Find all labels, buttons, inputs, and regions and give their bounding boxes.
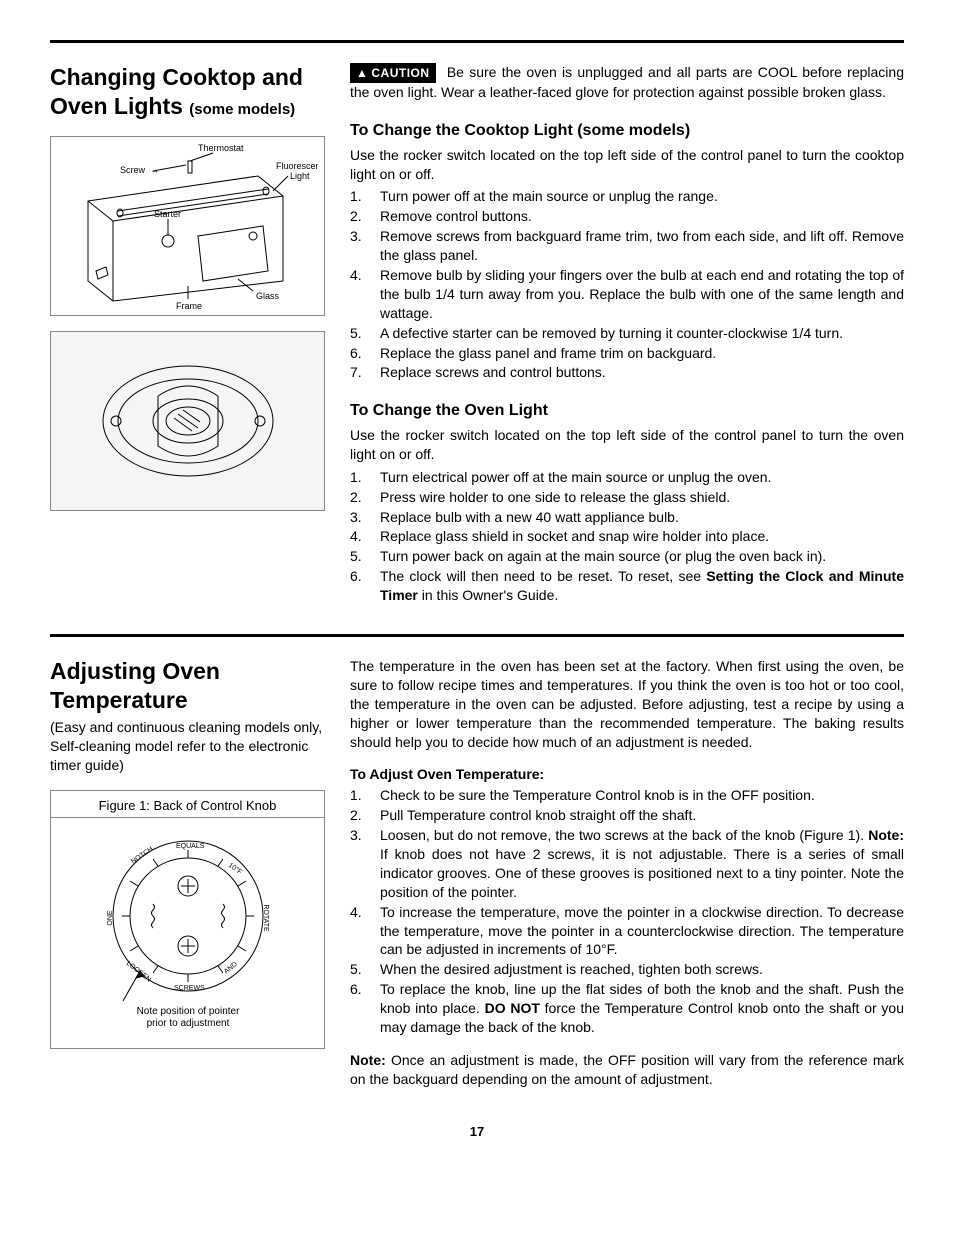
diagram-knob: EQUALS NOTCH 10°F ONE ROTATE LOOSEN AND … (50, 817, 325, 1050)
s3-prefix: Loosen, but do not remove, the two screw… (380, 827, 868, 843)
step: Replace glass shield in socket and snap … (350, 527, 904, 546)
step6-prefix: The clock will then need to be reset. To… (380, 568, 706, 584)
final-note: Note: Once an adjustment is made, the OF… (350, 1051, 904, 1089)
step: Loosen, but do not remove, the two screw… (350, 826, 904, 902)
section-temp: Adjusting Oven Temperature (Easy and con… (50, 634, 904, 1093)
intro-temp: The temperature in the oven has been set… (350, 657, 904, 751)
label-equals: EQUALS (176, 843, 205, 850)
diagram-backguard: Thermostat Screw → Fluorescent Light Sta… (50, 136, 325, 316)
caution-badge: ▲CAUTION (350, 63, 436, 83)
step: Remove bulb by sliding your fingers over… (350, 266, 904, 323)
step: Replace bulb with a new 40 watt applianc… (350, 508, 904, 527)
step6-suffix: in this Owner's Guide. (418, 587, 558, 603)
warning-icon: ▲ (356, 65, 368, 81)
s3-note-label: Note: (868, 827, 904, 843)
svg-text:→: → (150, 165, 159, 175)
sidebar-lights: Changing Cooktop and Oven Lights (some m… (50, 63, 325, 609)
title-line-1: Changing Cooktop and (50, 64, 303, 90)
steps-ovenlight: Turn electrical power off at the main so… (350, 468, 904, 605)
label-screws: SCREWS (174, 985, 205, 992)
label-screw: Screw (120, 165, 146, 175)
step: Turn power off at the main source or unp… (350, 187, 904, 206)
s3-note-text: If knob does not have 2 screws, it is no… (380, 846, 904, 900)
section-lights: Changing Cooktop and Oven Lights (some m… (50, 40, 904, 609)
figure-caption: Figure 1: Back of Control Knob (50, 790, 325, 817)
label-one: ONE (107, 910, 114, 926)
label-thermostat: Thermostat (198, 143, 244, 153)
s6-bold: DO NOT (485, 1000, 540, 1016)
sidebar-temp: Adjusting Oven Temperature (Easy and con… (50, 657, 325, 1093)
label-light: Light (290, 171, 310, 181)
title-line-2: Oven Lights (50, 93, 189, 119)
final-note-text: Once an adjustment is made, the OFF posi… (350, 1052, 904, 1087)
step: Pull Temperature control knob straight o… (350, 806, 904, 825)
label-notch: NOTCH (130, 845, 154, 865)
title-sub: (some models) (189, 101, 295, 118)
step: Turn power back on again at the main sou… (350, 547, 904, 566)
caution-label: CAUTION (371, 66, 429, 80)
step: When the desired adjustment is reached, … (350, 960, 904, 979)
step: Turn electrical power off at the main so… (350, 468, 904, 487)
steps-adjust: Check to be sure the Temperature Control… (350, 786, 904, 1037)
step: To increase the temperature, move the po… (350, 903, 904, 960)
label-rotate: ROTATE (262, 904, 269, 932)
step: The clock will then need to be reset. To… (350, 567, 904, 605)
step: Replace the glass panel and frame trim o… (350, 344, 904, 363)
section-title-temp: Adjusting Oven Temperature (50, 657, 325, 715)
main-lights: ▲CAUTION Be sure the oven is unplugged a… (350, 63, 904, 609)
intro-cooktop: Use the rocker switch located on the top… (350, 146, 904, 184)
label-pointer-note1: Note position of pointer (136, 1006, 240, 1017)
section-title-lights: Changing Cooktop and Oven Lights (some m… (50, 63, 325, 121)
label-loosen: LOOSEN (124, 960, 151, 983)
steps-cooktop: Turn power off at the main source or unp… (350, 187, 904, 382)
diagram-socket (50, 331, 325, 511)
caution-paragraph: ▲CAUTION Be sure the oven is unplugged a… (350, 63, 904, 102)
step: Remove screws from backguard frame trim,… (350, 227, 904, 265)
sidebar-note-temp: (Easy and continuous cleaning models onl… (50, 718, 325, 775)
label-starter: Starter (154, 209, 181, 219)
heading-cooktop: To Change the Cooktop Light (some models… (350, 120, 904, 142)
step: A defective starter can be removed by tu… (350, 324, 904, 343)
step: Check to be sure the Temperature Control… (350, 786, 904, 805)
intro-ovenlight: Use the rocker switch located on the top… (350, 426, 904, 464)
label-frame: Frame (176, 301, 202, 311)
page-number: 17 (50, 1123, 904, 1141)
heading-ovenlight: To Change the Oven Light (350, 400, 904, 422)
final-note-label: Note: (350, 1052, 386, 1068)
step: To replace the knob, line up the flat si… (350, 980, 904, 1037)
label-pointer-note2: prior to adjustment (146, 1018, 229, 1029)
main-temp: The temperature in the oven has been set… (350, 657, 904, 1093)
heading-adjust: To Adjust Oven Temperature: (350, 765, 904, 784)
step: Press wire holder to one side to release… (350, 488, 904, 507)
label-glass: Glass (256, 291, 280, 301)
label-fluorescent: Fluorescent (276, 161, 318, 171)
step: Replace screws and control buttons. (350, 363, 904, 382)
step: Remove control buttons. (350, 207, 904, 226)
